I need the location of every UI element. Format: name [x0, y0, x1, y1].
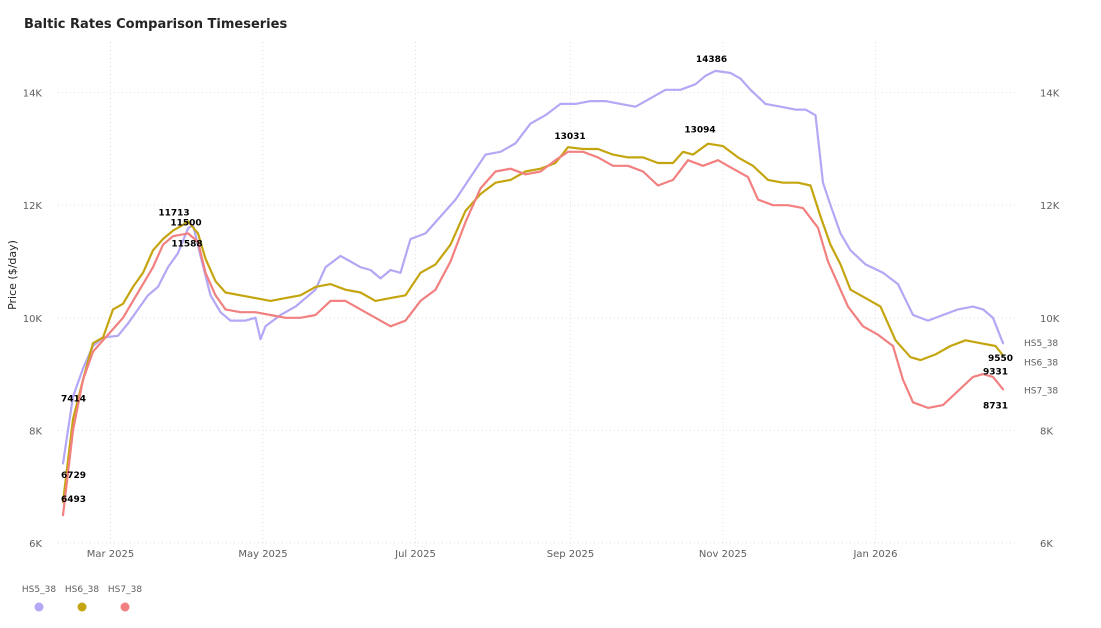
legend-marker[interactable]: [34, 602, 44, 612]
plot-area: [61, 69, 1005, 517]
data-label: 8731: [983, 401, 1008, 411]
y-tick-label: 12K: [23, 201, 43, 212]
data-label: 11588: [171, 239, 202, 249]
legend-marker[interactable]: [120, 602, 130, 612]
legend-label: HS6_38: [65, 585, 99, 595]
y-tick-label: 8K: [29, 426, 42, 437]
x-tick-label: Jan 2026: [852, 549, 897, 560]
legend-marker[interactable]: [77, 602, 87, 612]
y-tick-label-right: 6K: [1040, 539, 1053, 550]
data-label: 13031: [554, 132, 585, 142]
series-end-labels: HS5_38 HS6_38 HS7_38: [1024, 339, 1058, 396]
chart-title: Baltic Rates Comparison Timeseries: [24, 17, 287, 32]
x-tick-label: Mar 2025: [87, 549, 135, 560]
y-axis-right: 6K 8K 10K 12K 14K: [1040, 89, 1060, 550]
data-label: 9331: [983, 367, 1008, 377]
x-tick-label: Jul 2025: [394, 549, 436, 560]
y-tick-label-right: 14K: [1040, 89, 1060, 100]
gridlines: [58, 42, 1018, 544]
y-axis-left: 6K 8K 10K 12K 14K: [23, 89, 43, 550]
x-tick-label: Sep 2025: [547, 549, 594, 560]
legend-label: HS7_38: [108, 585, 142, 595]
series-end-label: HS7_38: [1024, 386, 1058, 396]
y-tick-label: 6K: [29, 539, 42, 550]
series-line-hs5_38: [61, 69, 1005, 465]
data-label: 6729: [61, 471, 86, 481]
y-tick-label-right: 12K: [1040, 201, 1060, 212]
x-axis: Mar 2025 May 2025 Jul 2025 Sep 2025 Nov 2025…: [87, 549, 898, 560]
data-label: 6493: [61, 495, 86, 505]
y-tick-label: 14K: [23, 89, 43, 100]
y-tick-label: 10K: [23, 314, 43, 325]
series-end-label: HS5_38: [1024, 339, 1058, 349]
x-tick-label: Nov 2025: [699, 549, 747, 560]
y-tick-label-right: 10K: [1040, 314, 1060, 325]
legend: HS5_38 HS6_38 HS7_38: [22, 585, 142, 612]
data-label: 11713: [158, 208, 189, 218]
y-tick-label-right: 8K: [1040, 426, 1053, 437]
data-label: 14386: [696, 55, 727, 65]
data-label: 11500: [170, 218, 201, 228]
data-label: 7414: [61, 394, 86, 404]
series-end-label: HS6_38: [1024, 358, 1058, 368]
y-axis-label: Price ($/day): [6, 240, 19, 310]
series-line-hs6_38: [61, 142, 1005, 504]
data-label: 9550: [988, 354, 1013, 364]
data-label: 13094: [684, 126, 715, 136]
legend-label: HS5_38: [22, 585, 56, 595]
x-tick-label: May 2025: [238, 549, 287, 560]
series-line-hs7_38: [61, 150, 1005, 517]
